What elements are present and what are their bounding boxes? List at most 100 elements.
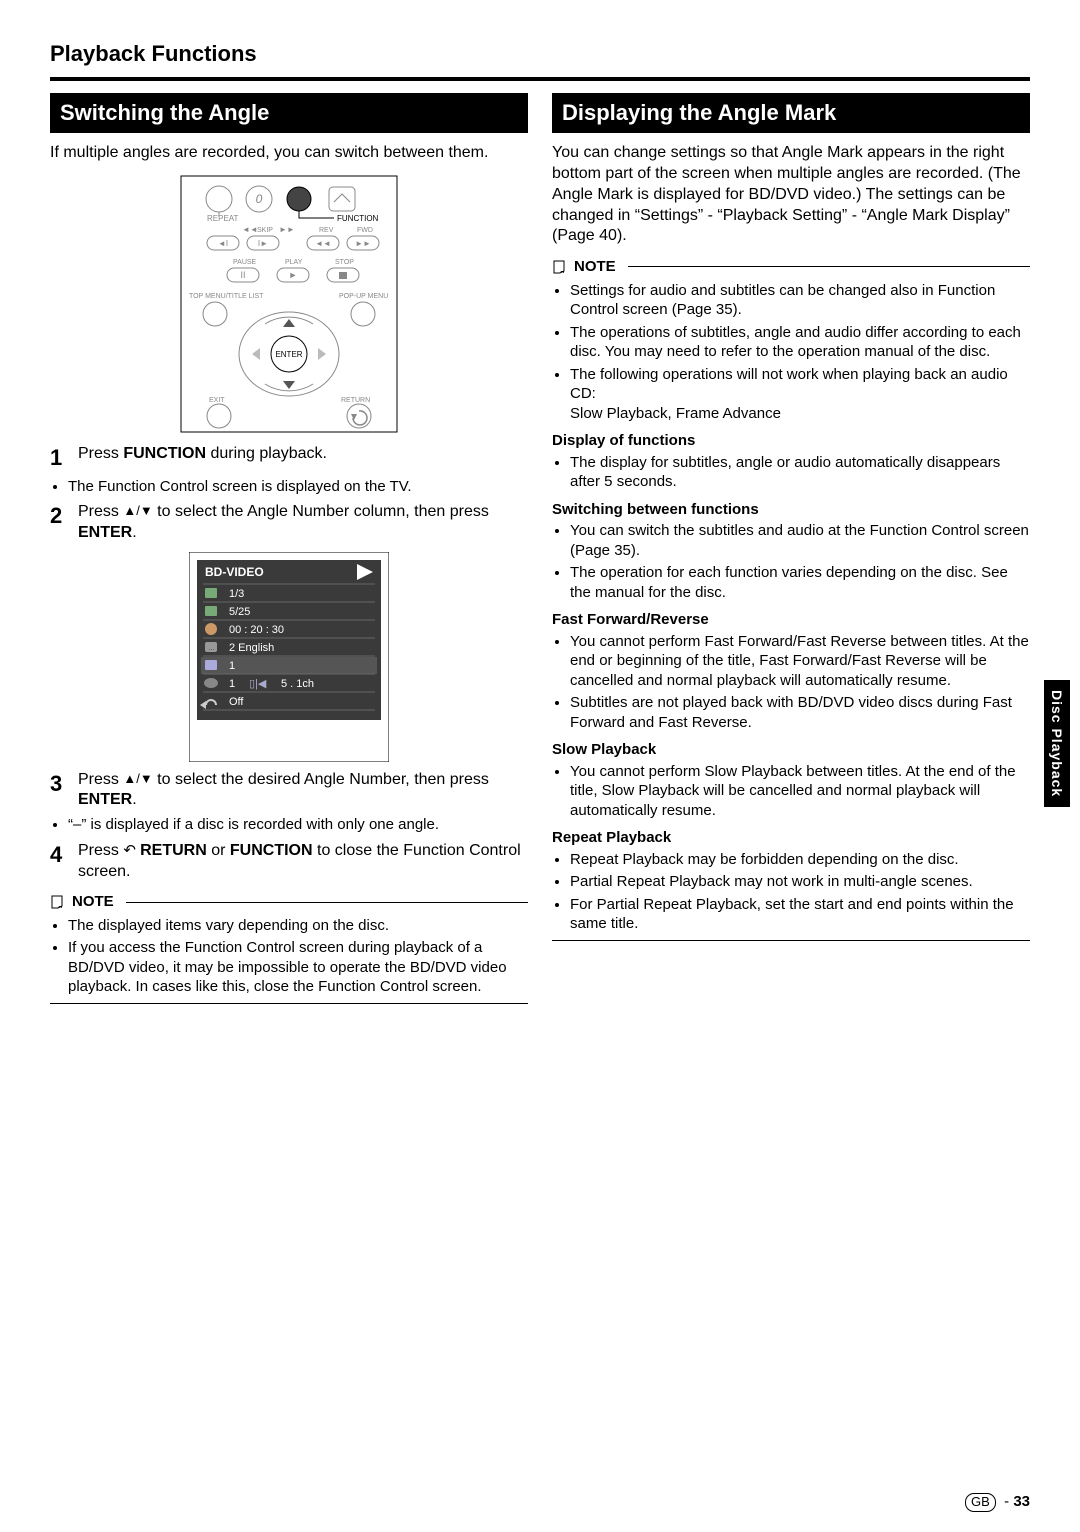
step3-bold: ENTER xyxy=(78,791,132,808)
remote-illustration: 0 FUNCTION REPEAT ◄◄ SKIP ►► REV FWD ◄I … xyxy=(179,174,399,434)
step1-post: during playback. xyxy=(206,445,327,462)
note-list-left: The displayed items vary depending on th… xyxy=(50,916,528,997)
heading-switching-angle: Switching the Angle xyxy=(50,93,528,134)
svg-text:0: 0 xyxy=(256,192,263,206)
svg-text:00 : 20 : 30: 00 : 20 : 30 xyxy=(229,624,284,636)
svg-text:1: 1 xyxy=(229,660,235,672)
heading-angle-mark: Displaying the Angle Mark xyxy=(552,93,1030,134)
list-item: Partial Repeat Playback may not work in … xyxy=(570,872,1030,892)
step-number: 3 xyxy=(50,770,78,812)
step2-mid: to select the Angle Number column, then … xyxy=(153,503,489,520)
step2-bold: ENTER xyxy=(78,524,132,541)
page-title: Playback Functions xyxy=(50,40,1030,69)
svg-text:PLAY: PLAY xyxy=(285,259,303,266)
right-column: Displaying the Angle Mark You can change… xyxy=(552,93,1030,1004)
step4-mid: or xyxy=(207,842,230,859)
note-label: NOTE xyxy=(574,257,616,277)
svg-text:POP-UP MENU: POP-UP MENU xyxy=(339,293,388,300)
step3-sub: “–” is displayed if a disc is recorded w… xyxy=(68,815,528,835)
list-item: The operation for each function varies d… xyxy=(570,563,1030,602)
list-item: You cannot perform Fast Forward/Fast Rev… xyxy=(570,632,1030,691)
svg-text:TOP MENU/TITLE LIST: TOP MENU/TITLE LIST xyxy=(189,293,264,300)
step-number: 1 xyxy=(50,444,78,473)
svg-text:1/3: 1/3 xyxy=(229,588,244,600)
svg-text:FWD: FWD xyxy=(357,227,373,234)
subhead-repeat: Repeat Playback xyxy=(552,828,1030,848)
subhead-switch: Switching between functions xyxy=(552,500,1030,520)
note-icon xyxy=(552,259,568,275)
list-item: Subtitles are not played back with BD/DV… xyxy=(570,693,1030,732)
step4-pre: Press xyxy=(78,842,123,859)
intro-text: If multiple angles are recorded, you can… xyxy=(50,143,528,164)
svg-text:STOP: STOP xyxy=(335,259,354,266)
svg-text:►►: ►► xyxy=(355,239,371,248)
svg-text:…: … xyxy=(208,645,215,652)
list-item: The display for subtitles, angle or audi… xyxy=(570,453,1030,492)
step4-bold1: RETURN xyxy=(140,842,207,859)
svg-text:SKIP: SKIP xyxy=(257,227,273,234)
step2-pre: Press xyxy=(78,503,123,520)
step2-post: . xyxy=(132,524,136,541)
step3-post: . xyxy=(132,791,136,808)
step4-bold2: FUNCTION xyxy=(230,842,313,859)
svg-text:BD-VIDEO: BD-VIDEO xyxy=(205,565,264,579)
left-column: Switching the Angle If multiple angles a… xyxy=(50,93,528,1004)
svg-text:2 English: 2 English xyxy=(229,642,274,654)
note-item: If you access the Function Control scree… xyxy=(68,938,528,997)
note-icon xyxy=(50,894,66,910)
return-icon: ↶ xyxy=(123,842,140,859)
svg-text:REV: REV xyxy=(319,227,334,234)
step-4: 4 Press ↶ RETURN or FUNCTION to close th… xyxy=(50,841,528,883)
svg-text:Off: Off xyxy=(229,696,244,708)
svg-text:II: II xyxy=(240,270,245,280)
subhead-ff: Fast Forward/Reverse xyxy=(552,610,1030,630)
svg-text:5 . 1ch: 5 . 1ch xyxy=(281,678,314,690)
svg-text:◄◄: ◄◄ xyxy=(242,225,258,234)
note-header-left: NOTE xyxy=(50,892,528,912)
svg-text:◄◄: ◄◄ xyxy=(315,239,331,248)
svg-text:RETURN: RETURN xyxy=(341,397,370,404)
svg-text:▯|◀: ▯|◀ xyxy=(249,678,267,690)
step3-mid: to select the desired Angle Number, then… xyxy=(153,771,489,788)
subhead-slow: Slow Playback xyxy=(552,740,1030,760)
svg-text:►: ► xyxy=(289,270,298,280)
step-2: 2 Press ▲/▼ to select the Angle Number c… xyxy=(50,502,528,544)
svg-text:PAUSE: PAUSE xyxy=(233,259,257,266)
svg-text:1: 1 xyxy=(229,678,235,690)
step-3: 3 Press ▲/▼ to select the desired Angle … xyxy=(50,770,528,812)
region-badge: GB xyxy=(965,1493,996,1512)
svg-text:ENTER: ENTER xyxy=(275,350,302,359)
intro-right: You can change settings so that Angle Ma… xyxy=(552,143,1030,247)
list-item: Repeat Playback may be forbidden dependi… xyxy=(570,850,1030,870)
svg-text:FUNCTION: FUNCTION xyxy=(337,214,379,223)
note-label: NOTE xyxy=(72,892,114,912)
step1-sub: The Function Control screen is displayed… xyxy=(68,477,528,497)
list-item: You can switch the subtitles and audio a… xyxy=(570,521,1030,560)
list-item: For Partial Repeat Playback, set the sta… xyxy=(570,895,1030,934)
note-item: The displayed items vary depending on th… xyxy=(68,916,528,936)
step-number: 4 xyxy=(50,841,78,883)
svg-text:I►: I► xyxy=(258,239,268,248)
svg-text:REPEAT: REPEAT xyxy=(207,214,239,223)
step-1: 1 Press FUNCTION during playback. xyxy=(50,444,528,473)
up-down-icon: ▲/▼ xyxy=(123,771,152,786)
step3-pre: Press xyxy=(78,771,123,788)
note-end-rule xyxy=(552,940,1030,941)
note-item: The operations of subtitles, angle and a… xyxy=(570,323,1030,362)
svg-text:EXIT: EXIT xyxy=(209,397,225,404)
svg-text:5/25: 5/25 xyxy=(229,606,250,618)
osd-illustration: BD-VIDEO 1/3 5/25 00 : 20 : 30 … 2 Engli… xyxy=(189,552,389,762)
step-number: 2 xyxy=(50,502,78,544)
step1-bold: FUNCTION xyxy=(123,445,206,462)
note-header-right: NOTE xyxy=(552,257,1030,277)
note-list-right: Settings for audio and subtitles can be … xyxy=(552,281,1030,424)
note-item: The following operations will not work w… xyxy=(570,365,1030,424)
subhead-display: Display of functions xyxy=(552,431,1030,451)
svg-text:◄I: ◄I xyxy=(218,239,228,248)
svg-text:►►: ►► xyxy=(279,225,295,234)
divider xyxy=(50,77,1030,81)
step1-pre: Press xyxy=(78,445,123,462)
page-num-value: 33 xyxy=(1013,1493,1030,1510)
page-number: GB - 33 xyxy=(965,1492,1030,1512)
note-end-rule xyxy=(50,1003,528,1004)
